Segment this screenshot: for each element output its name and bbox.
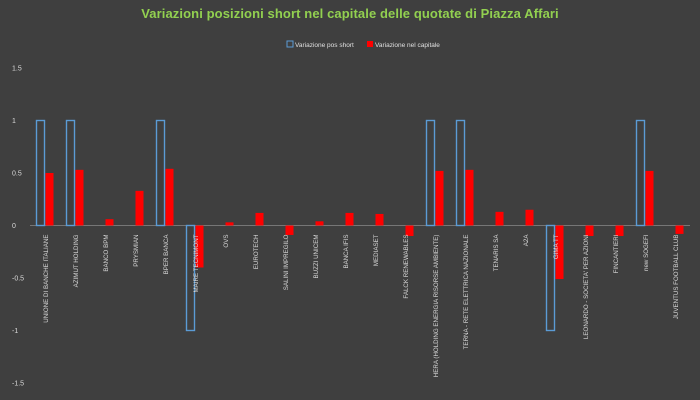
bar-pos-short	[155, 119, 166, 227]
bar-capitale	[285, 225, 294, 235]
bar-capitale	[105, 219, 114, 226]
bar-capitale	[375, 213, 384, 226]
y-tick-label: -1.5	[12, 381, 24, 388]
bar-capitale	[75, 169, 84, 226]
legend-swatch-pos-short	[286, 40, 294, 48]
chart-title: Variazioni posizioni short nel capitale …	[141, 6, 559, 21]
y-tick-label: 0.5	[12, 171, 22, 178]
x-category-label: TERNA - RETE ELETTRICA NAZIONALE	[463, 235, 470, 350]
x-category-label: BANCO BPM	[103, 235, 110, 272]
bar-capitale	[615, 225, 624, 236]
bar-capitale	[345, 212, 354, 226]
bar-capitale	[465, 169, 474, 226]
y-tick-label: 0	[12, 223, 16, 230]
x-category-label: FINCANTIERI	[613, 234, 620, 273]
legend-label-pos-short: Variazione pos short	[295, 42, 354, 49]
bar-capitale	[525, 209, 534, 226]
x-category-label: BPER BANCA	[163, 234, 170, 275]
legend-label-capitale: Variazione nel capitale	[375, 42, 440, 49]
x-category-label: EUROTECH	[253, 235, 260, 270]
bar-capitale	[195, 225, 204, 268]
bar-pos-short	[545, 224, 556, 332]
bar-capitale	[675, 225, 684, 234]
bar-pos-short	[35, 119, 46, 227]
x-category-label: OVS	[223, 235, 230, 248]
x-category-label: UNIONE DI BANCHE ITALIANE	[43, 235, 50, 323]
bar-pos-short	[185, 224, 196, 332]
x-category-label: GIMA TT	[553, 234, 560, 259]
y-tick-label: 1	[12, 118, 16, 125]
bar-capitale	[225, 222, 234, 226]
x-category-label: BUZZI UNICEM	[313, 235, 320, 279]
bar-pos-short	[425, 119, 436, 227]
bar-capitale	[315, 221, 324, 226]
bar-capitale	[135, 190, 144, 226]
x-category-label: HERA (HOLDING ENERGIA RISORSE AMBIENTE)	[433, 235, 440, 378]
bar-capitale	[495, 211, 504, 226]
x-category-label: JUVENTUS FOOTBALL CLUB	[673, 235, 680, 320]
bar-capitale	[405, 225, 414, 236]
bar-capitale	[645, 170, 654, 226]
x-category-label: new SOGEFI	[643, 234, 650, 271]
bar-capitale	[165, 168, 174, 226]
bar-capitale	[255, 212, 264, 226]
x-category-label: MAIRE TECNIMONT	[193, 234, 200, 292]
bar-capitale	[45, 173, 54, 226]
x-category-label: MEDIASET	[373, 234, 380, 266]
x-category-label: AZIMUT HOLDING	[73, 234, 80, 287]
x-category-label: A2A	[523, 234, 530, 247]
legend-swatch-capitale	[367, 41, 373, 47]
x-category-label: FALCK RENEWABLES	[403, 235, 410, 299]
x-category-label: BANCA IFIS	[343, 235, 350, 269]
y-tick-label: -0.5	[12, 276, 24, 283]
bar-pos-short	[455, 119, 466, 227]
y-tick-label: -1	[12, 328, 18, 335]
bar-pos-short	[65, 119, 76, 227]
x-category-label: LEONARDO - SOCIETA' PER AZIONI	[583, 234, 590, 339]
y-tick-label: 1.5	[12, 66, 22, 73]
bar-capitale	[435, 170, 444, 226]
x-category-label: PRYSMIAN	[133, 235, 140, 267]
bar-pos-short	[635, 119, 646, 227]
bar-capitale	[585, 225, 594, 236]
bar-capitale	[555, 225, 564, 280]
x-category-label: SALINI IMPREGILO	[283, 234, 290, 290]
x-category-label: TENARIS SA	[493, 234, 500, 272]
